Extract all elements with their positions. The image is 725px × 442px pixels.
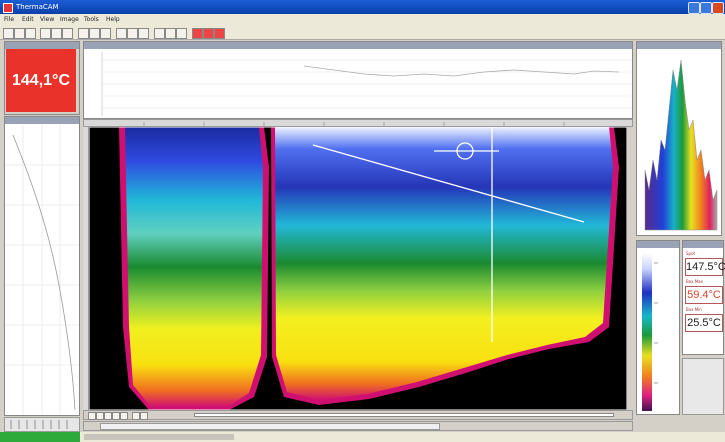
readout-spot: Spot 147.5°C [683, 251, 725, 277]
menu-view[interactable]: View [40, 16, 55, 23]
palette-icon[interactable] [154, 28, 165, 39]
settings-icon[interactable] [165, 28, 176, 39]
status-indicator [0, 432, 80, 442]
horizontal-scrollbar[interactable] [83, 421, 633, 431]
frame-slider[interactable] [194, 413, 614, 417]
menu-help[interactable]: Help [106, 16, 120, 23]
zoom-icon[interactable] [132, 412, 140, 420]
ruler-ticks [143, 122, 565, 126]
image-nav-bar [83, 410, 633, 420]
back-icon[interactable] [40, 28, 51, 39]
menu-file[interactable]: File [4, 16, 15, 23]
readout-box-min: Box Min 25.5°C [683, 307, 725, 333]
status-fields [84, 434, 234, 440]
line-profile-panel [4, 116, 80, 416]
zoom-out-icon[interactable] [89, 28, 100, 39]
status-bar [0, 432, 725, 442]
image-ruler-top [83, 119, 633, 127]
menu-image[interactable]: Image [60, 16, 79, 23]
readout-label: Box Min [686, 307, 702, 312]
panel-header [5, 117, 79, 124]
line-tool-icon[interactable] [138, 28, 149, 39]
prev-frame-icon[interactable] [96, 412, 104, 420]
panel-header [5, 42, 79, 49]
trend-panel [83, 41, 633, 119]
toolbar [0, 26, 725, 40]
save-icon[interactable] [25, 28, 36, 39]
panel-header [637, 241, 679, 248]
menu-bar: File Edit View Image Tools Help [0, 14, 725, 26]
window-title-bar: ThermaCAM [0, 0, 725, 14]
zoom-in-icon[interactable] [78, 28, 89, 39]
new-icon[interactable] [3, 28, 14, 39]
forward-icon[interactable] [51, 28, 62, 39]
scrollbar-thumb[interactable] [100, 423, 440, 430]
trend-line [303, 65, 620, 77]
histogram-graph [644, 59, 718, 231]
record-icon[interactable] [192, 28, 203, 39]
readout-label: Box Max [686, 279, 703, 284]
readout-value: 147.5°C [685, 258, 725, 276]
stop-icon[interactable] [203, 28, 214, 39]
histogram-bars [644, 59, 718, 231]
play-icon[interactable] [104, 412, 112, 420]
next-frame-icon[interactable] [112, 412, 120, 420]
open-icon[interactable] [14, 28, 25, 39]
measurement-line[interactable] [312, 144, 585, 223]
scale-ticks [10, 420, 68, 429]
color-scale-bar [642, 253, 652, 411]
export-icon[interactable] [176, 28, 187, 39]
thermal-image-svg [89, 127, 627, 410]
menu-edit[interactable]: Edit [22, 16, 34, 23]
readout-empty-area [682, 358, 724, 415]
readout-value: 59.4°C [685, 286, 723, 304]
spot-marker[interactable] [456, 142, 474, 160]
minimize-button[interactable] [688, 2, 700, 14]
crop-icon[interactable] [100, 28, 111, 39]
readout-box-max: Box Max 59.4°C [683, 279, 725, 305]
close-button[interactable] [712, 2, 724, 14]
app-icon [3, 3, 13, 13]
left-scale-strip [4, 417, 80, 432]
profile-line [12, 134, 76, 411]
first-frame-icon[interactable] [88, 412, 96, 420]
readout-label: Spot [686, 251, 696, 256]
panel-header [637, 42, 721, 49]
scale-tick-marks [654, 262, 658, 384]
color-scale-panel [636, 240, 680, 415]
snapshot-icon[interactable] [214, 28, 225, 39]
panel-header [683, 241, 723, 248]
last-frame-icon[interactable] [120, 412, 128, 420]
spot-tool-icon[interactable] [116, 28, 127, 39]
readout-panel: Spot 147.5°C Box Max 59.4°C Box Min 25.5… [682, 240, 725, 355]
box-tool-icon[interactable] [127, 28, 138, 39]
fit-icon[interactable] [140, 412, 148, 420]
readout-value: 25.5°C [685, 314, 723, 332]
window-title: ThermaCAM [16, 3, 59, 11]
thermal-image[interactable] [89, 127, 627, 410]
menu-tools[interactable]: Tools [84, 16, 99, 23]
right-object [275, 127, 613, 400]
spot-temperature-value: 144,1°C [6, 49, 76, 112]
panel-header [84, 42, 632, 49]
trend-graph [101, 52, 632, 116]
histogram-panel [636, 41, 722, 236]
left-object [125, 127, 263, 407]
refresh-icon[interactable] [62, 28, 73, 39]
profile-graph [5, 125, 79, 415]
maximize-button[interactable] [700, 2, 712, 14]
